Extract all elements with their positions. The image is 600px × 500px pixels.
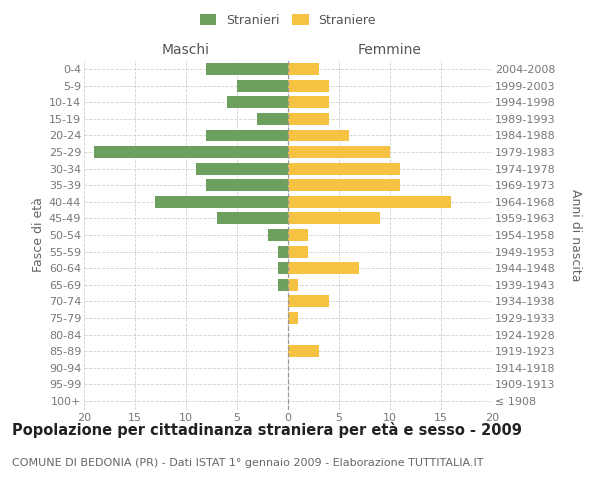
- Bar: [288, 312, 298, 324]
- Bar: [278, 279, 288, 290]
- Bar: [288, 130, 349, 141]
- Bar: [288, 212, 380, 224]
- Text: Femmine: Femmine: [358, 42, 422, 56]
- Bar: [288, 279, 298, 290]
- Bar: [288, 196, 451, 208]
- Bar: [237, 80, 288, 92]
- Bar: [257, 113, 288, 125]
- Text: Popolazione per cittadinanza straniera per età e sesso - 2009: Popolazione per cittadinanza straniera p…: [12, 422, 522, 438]
- Bar: [288, 162, 400, 174]
- Bar: [206, 63, 288, 75]
- Bar: [206, 180, 288, 191]
- Bar: [288, 345, 319, 357]
- Y-axis label: Fasce di età: Fasce di età: [32, 198, 44, 272]
- Bar: [196, 162, 288, 174]
- Bar: [288, 80, 329, 92]
- Bar: [288, 96, 329, 108]
- Bar: [288, 262, 359, 274]
- Bar: [288, 63, 319, 75]
- Bar: [288, 246, 308, 258]
- Legend: Stranieri, Straniere: Stranieri, Straniere: [195, 8, 381, 32]
- Bar: [278, 262, 288, 274]
- Bar: [288, 113, 329, 125]
- Bar: [227, 96, 288, 108]
- Y-axis label: Anni di nascita: Anni di nascita: [569, 188, 583, 281]
- Bar: [278, 246, 288, 258]
- Bar: [288, 180, 400, 191]
- Bar: [217, 212, 288, 224]
- Bar: [155, 196, 288, 208]
- Bar: [94, 146, 288, 158]
- Text: Maschi: Maschi: [162, 42, 210, 56]
- Text: COMUNE DI BEDONIA (PR) - Dati ISTAT 1° gennaio 2009 - Elaborazione TUTTITALIA.IT: COMUNE DI BEDONIA (PR) - Dati ISTAT 1° g…: [12, 458, 484, 468]
- Bar: [288, 146, 390, 158]
- Bar: [268, 229, 288, 241]
- Bar: [206, 130, 288, 141]
- Bar: [288, 229, 308, 241]
- Bar: [288, 296, 329, 308]
